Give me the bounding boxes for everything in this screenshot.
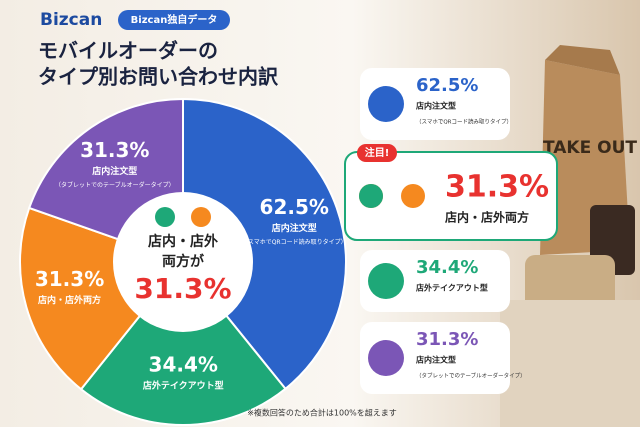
card-icon xyxy=(368,263,404,299)
card-value: 34.4% xyxy=(416,257,478,278)
card-subtitle: （タブレットでのテーブルオーダータイプ） xyxy=(416,372,526,380)
slice-category: 店内注文型 xyxy=(272,222,317,234)
card-icon xyxy=(401,184,425,208)
slice-subtitle: （スマホでQRコード読み取りタイプ） xyxy=(242,238,347,246)
card-icon xyxy=(368,86,404,122)
slice-value: 34.4% xyxy=(149,352,218,376)
title-line: タイプ別お問い合わせ内訳 xyxy=(38,65,279,89)
card-subtitle: （スマホでQRコード読み取りタイプ） xyxy=(416,118,512,126)
pie-slice xyxy=(79,260,287,426)
slice-category: 店外テイクアウト型 xyxy=(143,379,224,391)
tag: Bizcan独自データ xyxy=(131,13,218,26)
center-icon xyxy=(155,207,175,227)
card xyxy=(360,322,510,394)
card-category: 店外テイクアウト型 xyxy=(416,283,488,293)
card-category: 店内注文型 xyxy=(416,101,456,111)
center-text: 店内・店外 xyxy=(148,233,218,250)
card xyxy=(360,250,510,312)
center-value: 31.3% xyxy=(134,272,231,305)
card-icon xyxy=(359,184,383,208)
slice-value: 31.3% xyxy=(35,267,104,291)
card-category: 店内注文型 xyxy=(416,355,456,365)
card xyxy=(360,68,510,140)
card-icon xyxy=(368,340,404,376)
photo: TAKE OUT xyxy=(500,45,640,427)
photo-text: TAKE OUT xyxy=(543,138,637,158)
footnote: ※複数回答のため合計は100%を超えます xyxy=(247,408,397,418)
badge: 注目! xyxy=(365,146,390,159)
center-text: 両方が xyxy=(162,253,205,270)
slice-category: 店内注文型 xyxy=(92,165,137,177)
center-icon xyxy=(191,207,211,227)
card-value: 62.5% xyxy=(416,75,478,96)
slice-subtitle: （タブレットでのテーブルオーダータイプ） xyxy=(55,181,175,189)
tag-bg xyxy=(118,10,230,30)
slice-category: 店内・店外両方 xyxy=(38,294,101,306)
card-category: 店内・店外両方 xyxy=(445,210,529,225)
slice-value: 62.5% xyxy=(260,195,329,219)
card-value: 31.3% xyxy=(445,170,549,205)
card xyxy=(344,151,558,241)
title-line: モバイルオーダーの xyxy=(38,39,218,63)
center-circle xyxy=(113,192,253,332)
slice-value: 31.3% xyxy=(80,138,149,162)
card-value: 31.3% xyxy=(416,329,478,350)
pie-slice xyxy=(182,97,347,391)
brand: Bizcan xyxy=(40,10,102,30)
badge-bg xyxy=(357,144,397,162)
